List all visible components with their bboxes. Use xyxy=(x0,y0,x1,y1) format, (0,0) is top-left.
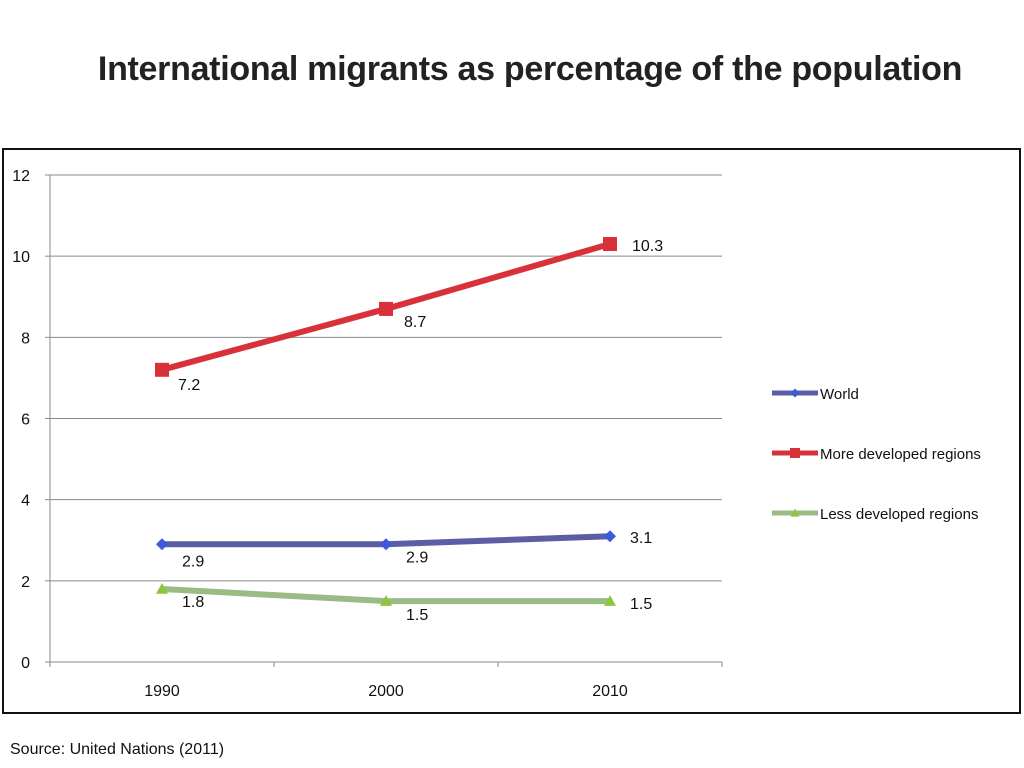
x-tick-label: 2010 xyxy=(592,683,628,700)
y-tick-label: 8 xyxy=(21,330,30,347)
data-point xyxy=(604,530,616,543)
chart-frame xyxy=(2,148,1021,714)
legend-swatch-marker xyxy=(790,508,800,517)
x-tick-label: 2000 xyxy=(368,683,404,700)
source-note: Source: United Nations (2011) xyxy=(10,741,225,758)
legend: World More developed regions Less develope… xyxy=(772,386,981,523)
axes xyxy=(45,174,723,667)
chart-title: International migrants as percentage of … xyxy=(97,50,963,88)
data-point xyxy=(156,538,168,551)
y-tick-label: 6 xyxy=(21,412,30,429)
data-label: 8.7 xyxy=(404,314,426,331)
data-label: 1.8 xyxy=(182,594,204,611)
data-label: 10.3 xyxy=(632,238,663,255)
data-label: 3.1 xyxy=(630,530,652,547)
y-tick-label: 0 xyxy=(21,655,30,672)
x-tick-label: 1990 xyxy=(144,683,180,700)
data-point xyxy=(156,582,168,594)
data-label: 7.2 xyxy=(178,377,200,394)
data-labels: 2.9 2.9 3.1 7.2 8.7 10.3 1.8 1.5 1.5 xyxy=(178,238,663,624)
data-point xyxy=(380,595,392,606)
x-tick-labels: 1990 2000 2010 xyxy=(144,683,628,700)
data-label: 1.5 xyxy=(630,596,652,613)
legend-label: More developed regions xyxy=(820,446,981,463)
data-point xyxy=(603,236,617,251)
data-point xyxy=(380,538,392,551)
series-markers xyxy=(155,236,617,606)
y-tick-label: 4 xyxy=(21,493,30,510)
y-tick-label: 12 xyxy=(12,168,30,185)
data-point xyxy=(379,301,393,316)
data-label: 1.5 xyxy=(406,607,428,624)
data-label: 2.9 xyxy=(406,549,428,566)
data-point xyxy=(155,362,169,377)
y-tick-label: 10 xyxy=(12,249,30,266)
gridlines xyxy=(50,174,722,582)
legend-label: World xyxy=(820,386,859,403)
y-tick-label: 2 xyxy=(21,574,30,591)
data-point xyxy=(604,595,616,606)
legend-label: Less developed regions xyxy=(820,506,978,523)
legend-swatch-marker xyxy=(790,388,800,398)
y-tick-labels: 0 2 4 6 8 10 12 xyxy=(12,168,30,672)
legend-swatch-marker xyxy=(790,448,800,458)
data-label: 2.9 xyxy=(182,553,204,570)
